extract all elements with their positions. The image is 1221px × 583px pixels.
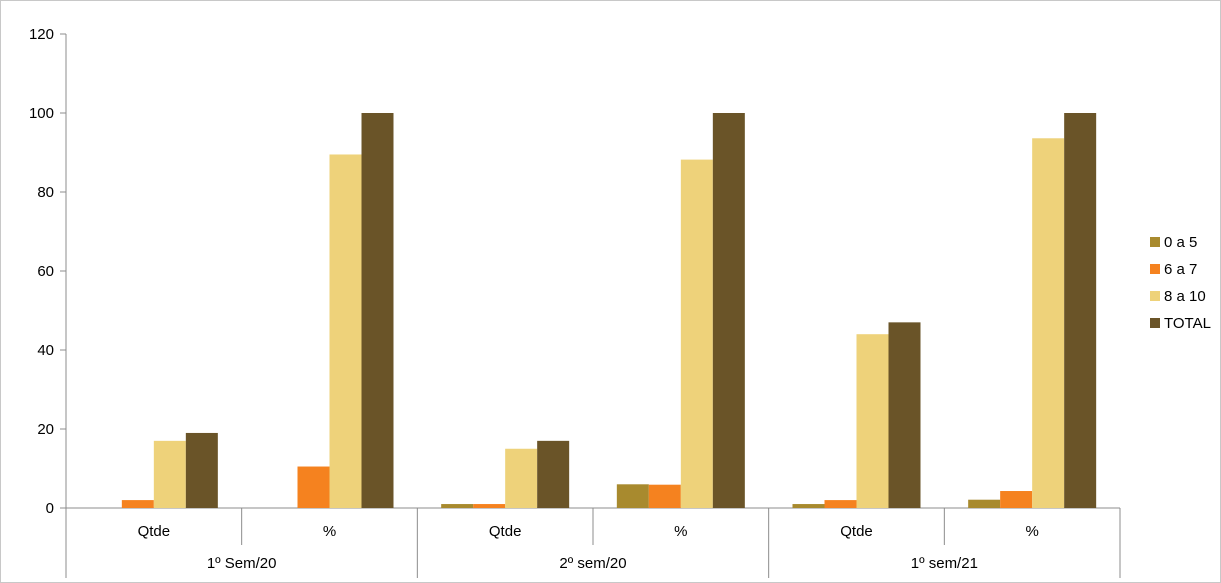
legend-label: 0 a 5 <box>1164 234 1197 251</box>
x-group-label: 1º sem/21 <box>911 555 978 572</box>
x-category-label: % <box>323 523 336 540</box>
y-tick-label: 100 <box>29 105 54 122</box>
x-group-label: 1º Sem/20 <box>207 555 277 572</box>
legend-label: TOTAL <box>1164 315 1211 332</box>
x-category-label: Qtde <box>840 523 873 540</box>
legend-label: 8 a 10 <box>1164 288 1206 305</box>
bar <box>121 500 154 508</box>
y-tick-label: 20 <box>37 421 54 438</box>
bar <box>888 322 921 508</box>
x-category-label: % <box>1025 523 1038 540</box>
bar <box>329 154 362 508</box>
bar <box>361 113 394 508</box>
bar <box>616 484 649 508</box>
x-category-label: Qtde <box>489 523 522 540</box>
bar <box>185 432 218 508</box>
bar <box>537 440 570 508</box>
bar <box>505 448 538 508</box>
y-tick-label: 60 <box>37 263 54 280</box>
y-tick-label: 40 <box>37 342 54 359</box>
legend-label: 6 a 7 <box>1164 261 1197 278</box>
bar <box>648 484 681 508</box>
bar <box>473 504 506 508</box>
y-tick-label: 120 <box>29 26 54 43</box>
bar <box>824 500 857 508</box>
bar <box>441 504 474 508</box>
bar <box>712 113 745 508</box>
y-tick-label: 80 <box>37 184 54 201</box>
bar <box>1000 491 1033 508</box>
bar <box>856 334 889 508</box>
legend-swatch <box>1150 291 1160 301</box>
legend-swatch <box>1150 264 1160 274</box>
bar <box>1032 138 1065 508</box>
x-category-label: Qtde <box>138 523 171 540</box>
bar <box>1064 113 1097 508</box>
bar <box>153 440 186 508</box>
bar <box>792 504 825 508</box>
x-group-label: 2º sem/20 <box>559 555 626 572</box>
x-category-label: % <box>674 523 687 540</box>
legend-swatch <box>1150 237 1160 247</box>
bar <box>968 499 1001 508</box>
y-tick-label: 0 <box>46 500 54 517</box>
bar <box>297 466 330 508</box>
legend-swatch <box>1150 318 1160 328</box>
bar <box>680 159 713 509</box>
